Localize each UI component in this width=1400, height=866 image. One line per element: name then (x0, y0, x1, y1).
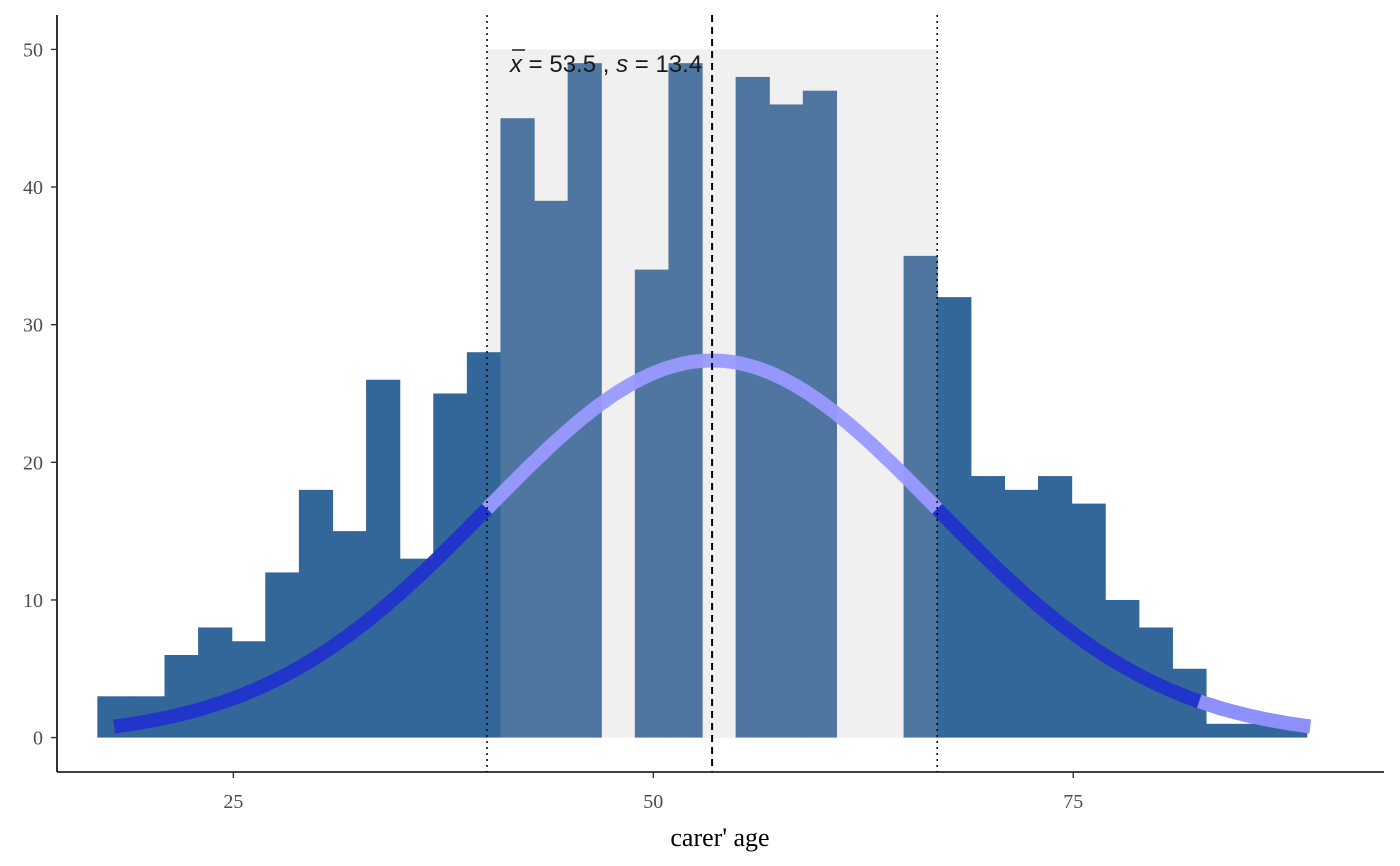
histogram-bar (735, 76, 770, 738)
y-tick-label: 0 (33, 728, 43, 750)
sd-symbol: s (616, 51, 628, 78)
histogram-bar (298, 489, 334, 738)
x-tick-label: 50 (643, 791, 663, 813)
histogram-bar (634, 269, 670, 738)
y-tick-label: 20 (23, 452, 43, 474)
y-tick-label: 50 (23, 39, 43, 61)
y-tick-label: 10 (23, 590, 43, 612)
histogram-bar (366, 379, 401, 738)
normal-curve-tail (1196, 694, 1312, 734)
histogram-bar (1239, 723, 1274, 738)
y-tick-label: 30 (23, 315, 43, 337)
x-tick-label: 25 (223, 791, 243, 813)
histogram-bar (769, 104, 804, 738)
histogram-bar (668, 63, 703, 738)
mean-value: 53.5 (549, 51, 596, 78)
mean-sd-annotation: x = 53.5 , s = 13.4 (509, 51, 702, 78)
normal-curve-left (111, 504, 493, 734)
sd-value: 13.4 (655, 51, 702, 78)
histogram-bar (466, 352, 502, 738)
histogram-bar (1071, 503, 1106, 738)
histogram-bar (534, 200, 569, 738)
histogram-bar (198, 627, 233, 738)
mean-symbol: x (509, 51, 523, 78)
normal-curve-center (481, 353, 943, 514)
x-tick-label: 75 (1063, 791, 1083, 813)
histogram-bar (970, 476, 1005, 738)
histogram-bar (500, 118, 535, 738)
histogram-bar (164, 655, 199, 738)
x-axis-title: carer' age (670, 823, 769, 852)
histogram-bar (265, 572, 300, 738)
histogram-bar (1004, 489, 1039, 738)
y-tick-label: 40 (23, 177, 43, 199)
histogram-bar (1205, 723, 1241, 738)
